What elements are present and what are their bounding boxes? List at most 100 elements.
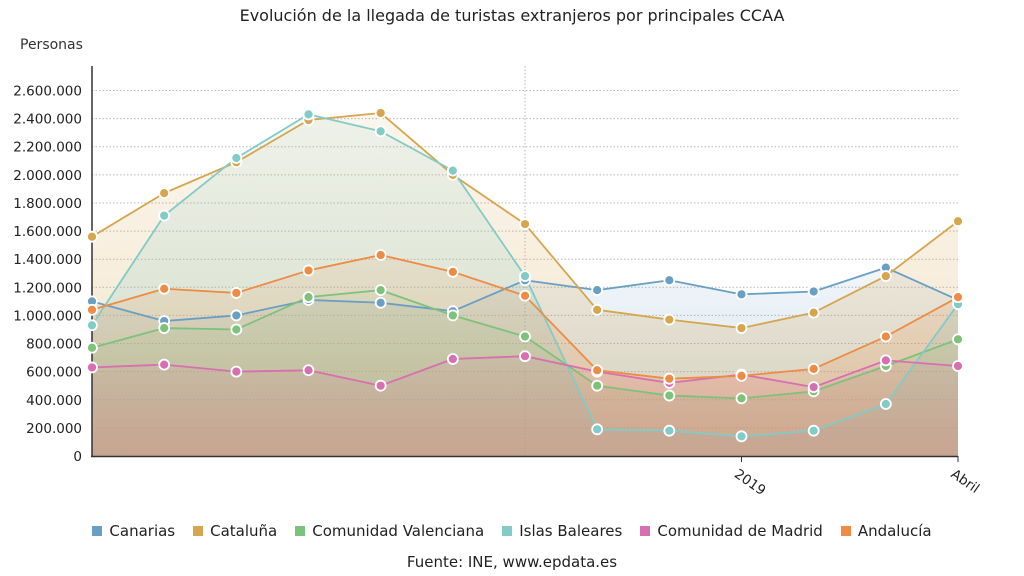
data-point-comunidad-valenciana [374, 284, 387, 297]
data-point-comunidad-valenciana [663, 389, 676, 402]
legend-swatch [295, 526, 306, 536]
y-axis-label: Personas [20, 37, 83, 53]
data-point-andalucía [302, 264, 315, 277]
data-point-andalucía [735, 369, 748, 382]
data-point-islas-baleares [446, 164, 459, 177]
data-point-islas-baleares [879, 398, 892, 410]
legend-swatch [840, 526, 851, 536]
data-point-andalucía [952, 291, 964, 304]
data-point-andalucía [446, 265, 459, 278]
data-point-cataluña [158, 187, 171, 200]
data-point-comunidad-de-madrid [230, 365, 243, 378]
data-point-comunidad-valenciana [158, 322, 171, 334]
legend-swatch [92, 526, 103, 536]
data-point-comunidad-de-madrid [302, 364, 315, 377]
y-tick-label: 400.000 [26, 393, 82, 409]
y-tick-label: 2.000.000 [13, 168, 82, 184]
data-point-comunidad-de-madrid [519, 350, 531, 363]
data-point-andalucía [879, 330, 892, 343]
data-point-cataluña [519, 218, 531, 230]
legend: Canarias Cataluña Comunidad Valenciana Isla… [0, 522, 1024, 540]
data-point-andalucía [86, 303, 98, 316]
data-point-islas-baleares [302, 108, 315, 121]
x-tick-label: 2019 [731, 466, 768, 499]
data-point-islas-baleares [230, 152, 243, 164]
data-point-canarias [807, 285, 820, 298]
data-point-comunidad-de-madrid [158, 358, 171, 371]
chart-title: Evolución de la llegada de turistas extr… [239, 6, 785, 25]
data-point-canarias [230, 309, 243, 322]
legend-swatch [640, 526, 651, 536]
data-point-comunidad-de-madrid [374, 379, 387, 392]
data-point-comunidad-valenciana [302, 291, 315, 304]
legend-item: Andalucía [840, 522, 932, 540]
x-tick-label: Abril [948, 466, 982, 497]
data-point-islas-baleares [158, 209, 171, 222]
data-point-islas-baleares [591, 423, 604, 436]
legend-label: Andalucía [857, 522, 932, 540]
data-point-comunidad-valenciana [519, 330, 531, 343]
y-tick-label: 2.600.000 [13, 84, 82, 100]
data-point-canarias [374, 296, 387, 309]
data-point-comunidad-valenciana [86, 341, 98, 354]
data-point-islas-baleares [519, 270, 531, 282]
data-point-cataluña [807, 306, 820, 319]
y-tick-label: 2.400.000 [13, 112, 82, 128]
data-point-comunidad-de-madrid [952, 360, 964, 372]
data-point-cataluña [663, 313, 676, 326]
data-point-comunidad-valenciana [735, 392, 748, 405]
data-point-islas-baleares [374, 125, 387, 138]
data-point-islas-baleares [807, 424, 820, 437]
legend-item: Islas Baleares [502, 522, 622, 540]
data-point-comunidad-valenciana [446, 309, 459, 322]
y-tick-label: 1.600.000 [13, 224, 82, 240]
data-point-comunidad-de-madrid [879, 354, 892, 367]
data-point-andalucía [374, 249, 387, 261]
data-point-andalucía [807, 362, 820, 375]
data-point-comunidad-de-madrid [86, 361, 98, 374]
y-tick-label: 1.000.000 [13, 308, 82, 324]
data-point-comunidad-de-madrid [807, 381, 820, 394]
legend-label: Canarias [109, 522, 176, 540]
tick-labels: 0 200.000 400.000 600.000 800.000 1.000.000 1.… [13, 84, 982, 499]
data-point-comunidad-valenciana [952, 333, 964, 346]
data-point-cataluña [86, 230, 98, 243]
data-point-andalucía [519, 289, 531, 302]
y-tick-label: 600.000 [26, 365, 82, 381]
data-point-islas-baleares [86, 319, 98, 332]
axes [91, 66, 959, 462]
legend-item: Cataluña [193, 522, 277, 540]
data-point-canarias [663, 274, 676, 287]
data-point-andalucía [591, 364, 604, 377]
data-point-cataluña [879, 270, 892, 282]
data-point-comunidad-de-madrid [446, 353, 459, 365]
data-point-canarias [735, 288, 748, 301]
y-tick-label: 200.000 [26, 421, 82, 437]
data-point-andalucía [663, 372, 676, 385]
data-point-comunidad-valenciana [591, 379, 604, 392]
y-tick-label: 1.200.000 [13, 280, 82, 296]
y-tick-label: 1.400.000 [13, 252, 82, 268]
y-tick-label: 800.000 [26, 337, 82, 353]
legend-swatch [193, 526, 204, 536]
data-point-cataluña [374, 107, 387, 119]
data-point-islas-baleares [735, 430, 748, 443]
data-point-cataluña [735, 322, 748, 334]
legend-item: Canarias [92, 522, 175, 540]
legend-item: Comunidad de Madrid [640, 522, 823, 540]
line-chart: 0 200.000 400.000 600.000 800.000 1.000.000 1.… [13, 66, 982, 499]
legend-label: Comunidad de Madrid [657, 522, 823, 540]
y-tick-label: 1.800.000 [13, 196, 82, 212]
legend-label: Cataluña [210, 522, 278, 540]
legend-label: Islas Baleares [519, 522, 623, 540]
y-tick-label: 0 [73, 449, 82, 465]
y-tick-label: 2.200.000 [13, 140, 82, 156]
data-point-canarias [591, 284, 604, 297]
legend-swatch [502, 526, 513, 536]
data-point-andalucía [230, 287, 243, 299]
legend-item: Comunidad Valenciana [295, 522, 484, 540]
data-point-islas-baleares [663, 424, 676, 437]
data-point-cataluña [591, 303, 604, 316]
legend-label: Comunidad Valenciana [312, 522, 485, 540]
data-point-andalucía [158, 282, 171, 295]
